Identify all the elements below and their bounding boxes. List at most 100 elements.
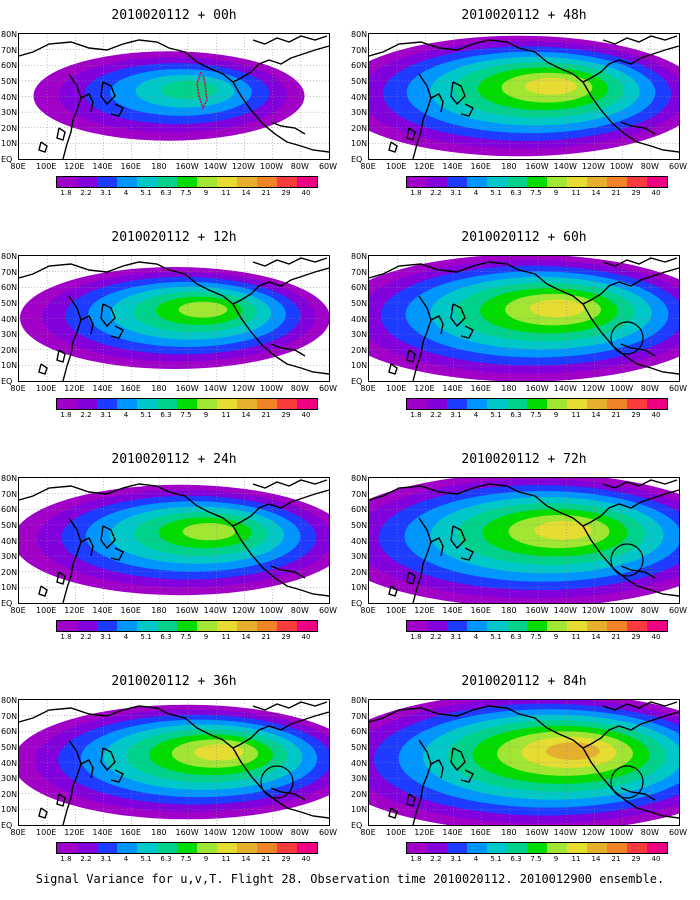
coastline bbox=[369, 39, 548, 63]
colorbar-tick-label: 3.1 bbox=[450, 411, 462, 419]
colorbar-tick-label: 7.5 bbox=[530, 411, 542, 419]
coastline bbox=[232, 81, 329, 153]
colorbar-swatch bbox=[297, 621, 317, 631]
colorbar-swatch bbox=[57, 399, 77, 409]
colorbar bbox=[406, 398, 668, 410]
colorbar-tick-label: 6.3 bbox=[510, 411, 522, 419]
latitude-tick-label: 40N bbox=[1, 758, 18, 768]
longitude-tick-label: 80E bbox=[10, 384, 26, 393]
colorbar-labels: 1.8 2.2 3.1 4 5.1 6.3 7.5 9 11 14 21 29 40 bbox=[406, 855, 666, 865]
longitude-tick-label: 100E bbox=[36, 384, 57, 393]
coastline bbox=[196, 489, 329, 527]
latitude-tick-label: 70N bbox=[1, 45, 18, 55]
coastline bbox=[56, 571, 66, 585]
colorbar-tick-label: 40 bbox=[301, 855, 311, 863]
latitude-tick-label: 70N bbox=[351, 45, 368, 55]
colorbar-tick-label: 5.1 bbox=[490, 855, 502, 863]
colorbar-tick-label: 29 bbox=[631, 411, 641, 419]
colorbar-swatch bbox=[407, 399, 427, 409]
longitude-tick-label: 80E bbox=[10, 606, 26, 615]
longitude-tick-label: 60W bbox=[668, 828, 688, 837]
latitude-tick-label: EQ bbox=[351, 155, 363, 164]
map-panel: 2010020112 + 36h 80N 70N 60N 50N 40N 30N 20N 10N… bbox=[0, 666, 348, 886]
latitude-tick-label: 70N bbox=[1, 267, 18, 277]
colorbar-swatch bbox=[97, 177, 117, 187]
longitude-tick-label: 80E bbox=[360, 384, 376, 393]
coastline bbox=[406, 793, 416, 807]
longitude-tick-label: 80E bbox=[360, 828, 376, 837]
colorbar-tick-label: 1.8 bbox=[60, 411, 72, 419]
colorbar-swatch bbox=[527, 177, 547, 187]
colorbar-swatch bbox=[607, 621, 627, 631]
coastline bbox=[388, 141, 398, 153]
colorbar-swatch bbox=[407, 843, 427, 853]
latitude-tick-label: 80N bbox=[351, 474, 368, 483]
longitude-tick-label: 80W bbox=[640, 384, 659, 393]
coastline bbox=[38, 585, 48, 597]
longitude-tick-label: 160W bbox=[175, 162, 199, 171]
coastline bbox=[602, 479, 678, 489]
panel-title: 2010020112 + 60h bbox=[461, 230, 587, 245]
map-frame bbox=[368, 477, 680, 604]
coastline bbox=[110, 769, 124, 783]
coastline bbox=[460, 325, 474, 339]
colorbar-swatch bbox=[527, 621, 547, 631]
colorbar-tick-label: 11 bbox=[221, 633, 231, 641]
coastline bbox=[80, 315, 94, 335]
longitude-tick-label: 120E bbox=[414, 828, 435, 837]
coastline bbox=[19, 705, 198, 729]
colorbar-tick-label: 2.2 bbox=[80, 411, 92, 419]
coastline bbox=[406, 349, 416, 363]
colorbar-swatch bbox=[117, 177, 137, 187]
colorbar-tick-label: 40 bbox=[651, 411, 661, 419]
coastline bbox=[110, 103, 124, 117]
observation-circle bbox=[610, 321, 644, 355]
latitude-tick-label: EQ bbox=[351, 599, 363, 608]
coastline bbox=[546, 711, 679, 749]
variance-level-8 bbox=[194, 744, 244, 761]
coastline bbox=[100, 303, 116, 328]
longitude-tick-label: 140E bbox=[442, 162, 463, 171]
colorbar-tick-label: 40 bbox=[651, 189, 661, 197]
colorbar-tick-label: 29 bbox=[281, 633, 291, 641]
coastline bbox=[450, 303, 466, 328]
coastline bbox=[232, 525, 329, 597]
colorbar-swatch bbox=[197, 843, 217, 853]
latitude-tick-label: 50N bbox=[1, 742, 18, 752]
latitude-tick-label: EQ bbox=[1, 155, 13, 164]
latitude-tick-label: 60N bbox=[1, 505, 18, 515]
variance-level-8 bbox=[529, 299, 585, 318]
colorbar-swatch bbox=[507, 399, 527, 409]
colorbar-swatch bbox=[587, 621, 607, 631]
latitude-tick-label: EQ bbox=[351, 821, 363, 830]
colorbar-tick-label: 3.1 bbox=[100, 855, 112, 863]
latitude-tick-label: 80N bbox=[1, 696, 18, 705]
coastline bbox=[38, 807, 48, 819]
longitude-tick-label: 140W bbox=[203, 828, 227, 837]
coastline bbox=[19, 483, 198, 507]
colorbar bbox=[56, 620, 318, 632]
longitude-tick-label: 180 bbox=[501, 384, 517, 393]
colorbar-tick-label: 11 bbox=[571, 855, 581, 863]
colorbar-tick-label: 5.1 bbox=[490, 411, 502, 419]
longitude-tick-label: 180 bbox=[151, 606, 167, 615]
latitude-tick-label: 40N bbox=[1, 536, 18, 546]
longitude-tick-label: 60W bbox=[668, 606, 688, 615]
coastline bbox=[38, 363, 48, 375]
colorbar-tick-label: 4 bbox=[123, 411, 129, 419]
colorbar-swatch bbox=[297, 399, 317, 409]
longitude-tick-label: 180 bbox=[501, 606, 517, 615]
longitude-tick-label: 80W bbox=[640, 828, 659, 837]
colorbar-swatch bbox=[487, 177, 507, 187]
colorbar-swatch bbox=[467, 399, 487, 409]
longitude-tick-label: 100W bbox=[610, 162, 634, 171]
variance-map bbox=[369, 34, 679, 159]
coastline bbox=[388, 585, 398, 597]
longitude-tick-label: 120E bbox=[64, 606, 85, 615]
longitude-tick-label: 140E bbox=[442, 384, 463, 393]
colorbar-tick-label: 2.2 bbox=[80, 855, 92, 863]
colorbar-tick-label: 7.5 bbox=[180, 855, 192, 863]
longitude-tick-label: 140W bbox=[203, 606, 227, 615]
coastline bbox=[460, 103, 474, 117]
colorbar-tick-label: 6.3 bbox=[160, 411, 172, 419]
